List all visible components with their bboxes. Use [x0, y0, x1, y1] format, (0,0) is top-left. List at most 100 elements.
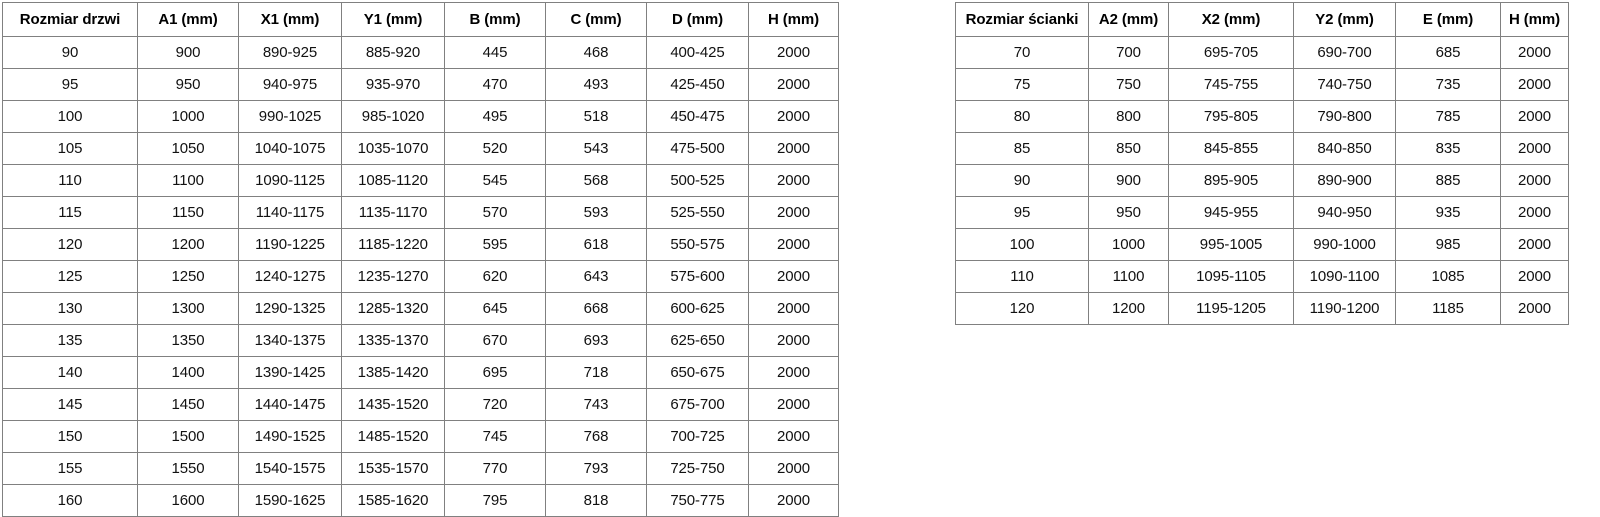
table-cell: 840-850 — [1293, 132, 1396, 165]
table-row: 145 1450 1440-1475 1435-1520 720 743 675-700 20… — [2, 388, 839, 421]
table-cell: 2000 — [748, 164, 839, 197]
table-cell: 75 — [955, 68, 1089, 101]
table-cell: 160 — [2, 484, 138, 517]
table-cell: 693 — [545, 324, 647, 357]
table-cell: 1350 — [137, 324, 239, 357]
table-cell: 770 — [444, 452, 546, 485]
table-cell: 818 — [545, 484, 647, 517]
table-cell: 935 — [1395, 196, 1501, 229]
table-cell: 140 — [2, 356, 138, 389]
table-row: 95 950 945-955 940-950 935 2000 — [955, 196, 1569, 229]
table-cell: 593 — [545, 196, 647, 229]
table-row: 105 1050 1040-1075 1035-1070 520 543 475-500 20… — [2, 132, 839, 165]
table-cell: 95 — [2, 68, 138, 101]
table-cell: 1440-1475 — [238, 388, 342, 421]
table-cell: 495 — [444, 100, 546, 133]
table-cell: 643 — [545, 260, 647, 293]
table-cell: 1140-1175 — [238, 196, 342, 229]
table-cell: 890-925 — [238, 36, 342, 69]
table-row: 140 1400 1390-1425 1385-1420 695 718 650-675 20… — [2, 356, 839, 389]
table-cell: 543 — [545, 132, 647, 165]
table-cell: 1000 — [1088, 228, 1169, 261]
table-cell: 1185-1220 — [341, 228, 445, 261]
table-row: 100 1000 995-1005 990-1000 985 2000 — [955, 228, 1569, 261]
column-header: Rozmiar drzwi — [2, 2, 138, 37]
table-cell: 725-750 — [646, 452, 749, 485]
table-cell: 668 — [545, 292, 647, 325]
table-cell: 940-950 — [1293, 196, 1396, 229]
table-row: 125 1250 1240-1275 1235-1270 620 643 575-600 20… — [2, 260, 839, 293]
table-cell: 793 — [545, 452, 647, 485]
table-cell: 115 — [2, 196, 138, 229]
table-cell: 600-625 — [646, 292, 749, 325]
table-cell: 1200 — [1088, 292, 1169, 325]
column-header: A2 (mm) — [1088, 2, 1169, 37]
table-row: 90 900 895-905 890-900 885 2000 — [955, 164, 1569, 197]
table-row: 135 1350 1340-1375 1335-1370 670 693 625-650 20… — [2, 324, 839, 357]
table-cell: 85 — [955, 132, 1089, 165]
table-row: 75 750 745-755 740-750 735 2000 — [955, 68, 1569, 101]
table-cell: 745-755 — [1168, 68, 1294, 101]
table-cell: 935-970 — [341, 68, 445, 101]
table-cell: 1535-1570 — [341, 452, 445, 485]
table-cell: 2000 — [748, 388, 839, 421]
column-header: E (mm) — [1395, 2, 1501, 37]
column-header: A1 (mm) — [137, 2, 239, 37]
table-cell: 1190-1225 — [238, 228, 342, 261]
table-cell: 650-675 — [646, 356, 749, 389]
table-cell: 575-600 — [646, 260, 749, 293]
table-cell: 2000 — [748, 260, 839, 293]
table-cell: 125 — [2, 260, 138, 293]
table-cell: 1500 — [137, 420, 239, 453]
table-cell: 2000 — [748, 36, 839, 69]
table-cell: 518 — [545, 100, 647, 133]
table-cell: 1600 — [137, 484, 239, 517]
table-cell: 1550 — [137, 452, 239, 485]
table-cell: 745 — [444, 420, 546, 453]
table-cell: 1250 — [137, 260, 239, 293]
table-cell: 740-750 — [1293, 68, 1396, 101]
table-cell: 950 — [1088, 196, 1169, 229]
column-header: C (mm) — [545, 2, 647, 37]
table-cell: 768 — [545, 420, 647, 453]
table-cell: 2000 — [748, 452, 839, 485]
table-cell: 2000 — [1500, 68, 1569, 101]
table-cell: 2000 — [748, 196, 839, 229]
table-cell: 470 — [444, 68, 546, 101]
table-cell: 743 — [545, 388, 647, 421]
table-cell: 450-475 — [646, 100, 749, 133]
table-row: 90 900 890-925 885-920 445 468 400-425 2000 — [2, 36, 839, 69]
table-cell: 568 — [545, 164, 647, 197]
table-row: 100 1000 990-1025 985-1020 495 518 450-475 2000 — [2, 100, 839, 133]
table-row: 115 1150 1140-1175 1135-1170 570 593 525-550 20… — [2, 196, 839, 229]
wall-table-header: Rozmiar ścianki A2 (mm) X2 (mm) Y2 (mm) E (m… — [955, 2, 1569, 37]
table-cell: 2000 — [1500, 260, 1569, 293]
table-row: 150 1500 1490-1525 1485-1520 745 768 700-725 20… — [2, 420, 839, 453]
table-row: 160 1600 1590-1625 1585-1620 795 818 750-775 20… — [2, 484, 839, 517]
table-cell: 2000 — [748, 68, 839, 101]
table-cell: 1035-1070 — [341, 132, 445, 165]
table-cell: 1340-1375 — [238, 324, 342, 357]
table-cell: 800 — [1088, 100, 1169, 133]
table-cell: 700-725 — [646, 420, 749, 453]
table-cell: 100 — [955, 228, 1089, 261]
table-cell: 2000 — [748, 484, 839, 517]
table-header-row: Rozmiar drzwi A1 (mm) X1 (mm) Y1 (mm) B (mm)… — [2, 2, 839, 37]
table-cell: 718 — [545, 356, 647, 389]
table-cell: 2000 — [1500, 100, 1569, 133]
column-header: Rozmiar ścianki — [955, 2, 1089, 37]
table-cell: 1435-1520 — [341, 388, 445, 421]
table-cell: 400-425 — [646, 36, 749, 69]
table-cell: 1235-1270 — [341, 260, 445, 293]
table-cell: 1335-1370 — [341, 324, 445, 357]
table-cell: 155 — [2, 452, 138, 485]
table-cell: 110 — [2, 164, 138, 197]
wall-panel-dimensions-table: Rozmiar ścianki A2 (mm) X2 (mm) Y2 (mm) E (m… — [955, 2, 1569, 325]
table-cell: 1285-1320 — [341, 292, 445, 325]
table-cell: 1050 — [137, 132, 239, 165]
table-cell: 1400 — [137, 356, 239, 389]
table-cell: 1100 — [137, 164, 239, 197]
table-row: 80 800 795-805 790-800 785 2000 — [955, 100, 1569, 133]
table-cell: 885-920 — [341, 36, 445, 69]
table-cell: 2000 — [748, 100, 839, 133]
